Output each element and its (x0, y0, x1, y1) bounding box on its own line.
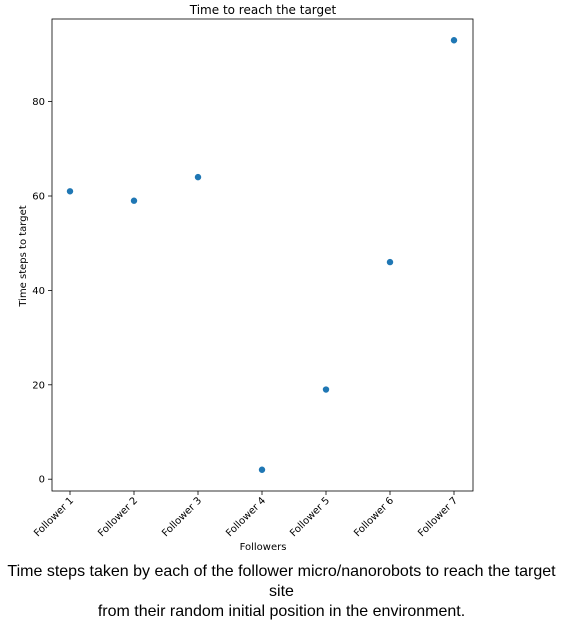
y-tick-label: 0 (39, 475, 45, 486)
x-tick-label: Follower 4 (224, 495, 268, 539)
data-point (386, 258, 394, 266)
data-point (194, 173, 202, 181)
plot-area (51, 18, 474, 492)
y-tick-label: 80 (32, 97, 45, 108)
x-tick-label: Follower 6 (352, 495, 396, 539)
x-tick-label: Follower 5 (288, 495, 332, 539)
x-tick-label: Follower 1 (32, 495, 76, 539)
x-axis: Follower 1 Follower 2 Follower 3 Follower 4… (32, 491, 460, 539)
x-tick-label: Follower 3 (160, 495, 204, 539)
data-points (66, 37, 458, 473)
x-tick-label: Follower 7 (416, 495, 460, 539)
chart-title: Time to reach the target (189, 3, 337, 17)
data-point (66, 188, 74, 195)
x-tick-label: Follower 2 (96, 495, 140, 539)
y-tick-label: 40 (32, 286, 45, 297)
data-point (130, 197, 138, 204)
y-tick-label: 60 (32, 192, 45, 203)
y-axis-label: Time steps to target (18, 205, 29, 307)
figure-caption: Time steps taken by each of the follower… (0, 562, 563, 622)
y-tick-label: 20 (32, 380, 45, 391)
x-axis-label: Followers (240, 542, 287, 553)
caption-line-1: Time steps taken by each of the follower… (7, 563, 556, 600)
data-point (322, 386, 330, 393)
data-point (450, 37, 458, 44)
y-axis: 0 20 40 60 80 (32, 97, 52, 486)
caption-line-2: from their random initial position in th… (97, 603, 466, 620)
data-point (258, 466, 266, 473)
chart-figure: Time to reach the target 0 20 40 60 80 Follo… (18, 3, 474, 553)
